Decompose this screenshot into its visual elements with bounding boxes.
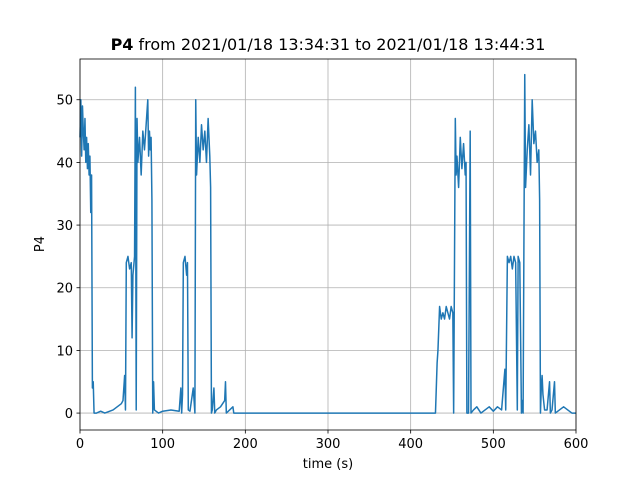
y-tick-label: 40 bbox=[56, 156, 73, 171]
y-tick-label: 20 bbox=[56, 282, 73, 297]
x-tick-label: 600 bbox=[564, 437, 589, 452]
y-tick-label: 10 bbox=[56, 344, 73, 359]
y-tick-label: 50 bbox=[56, 94, 73, 109]
x-tick-label: 200 bbox=[233, 437, 258, 452]
y-axis-label: P4 bbox=[33, 236, 48, 252]
x-tick-label: 0 bbox=[76, 437, 84, 452]
x-tick-label: 500 bbox=[481, 437, 506, 452]
y-tick-label: 0 bbox=[65, 407, 73, 422]
x-tick-label: 100 bbox=[150, 437, 175, 452]
chart-title: P4 from 2021/01/18 13:34:31 to 2021/01/1… bbox=[111, 35, 546, 54]
x-axis-label: time (s) bbox=[303, 457, 353, 472]
x-tick-label: 300 bbox=[316, 437, 341, 452]
y-tick-label: 30 bbox=[56, 219, 73, 234]
plot-frame bbox=[79, 58, 577, 431]
data-line bbox=[79, 73, 576, 414]
title-range: from 2021/01/18 13:34:31 to 2021/01/18 1… bbox=[139, 35, 546, 54]
title-variable: P4 bbox=[111, 35, 134, 54]
x-tick-label: 400 bbox=[398, 437, 423, 452]
